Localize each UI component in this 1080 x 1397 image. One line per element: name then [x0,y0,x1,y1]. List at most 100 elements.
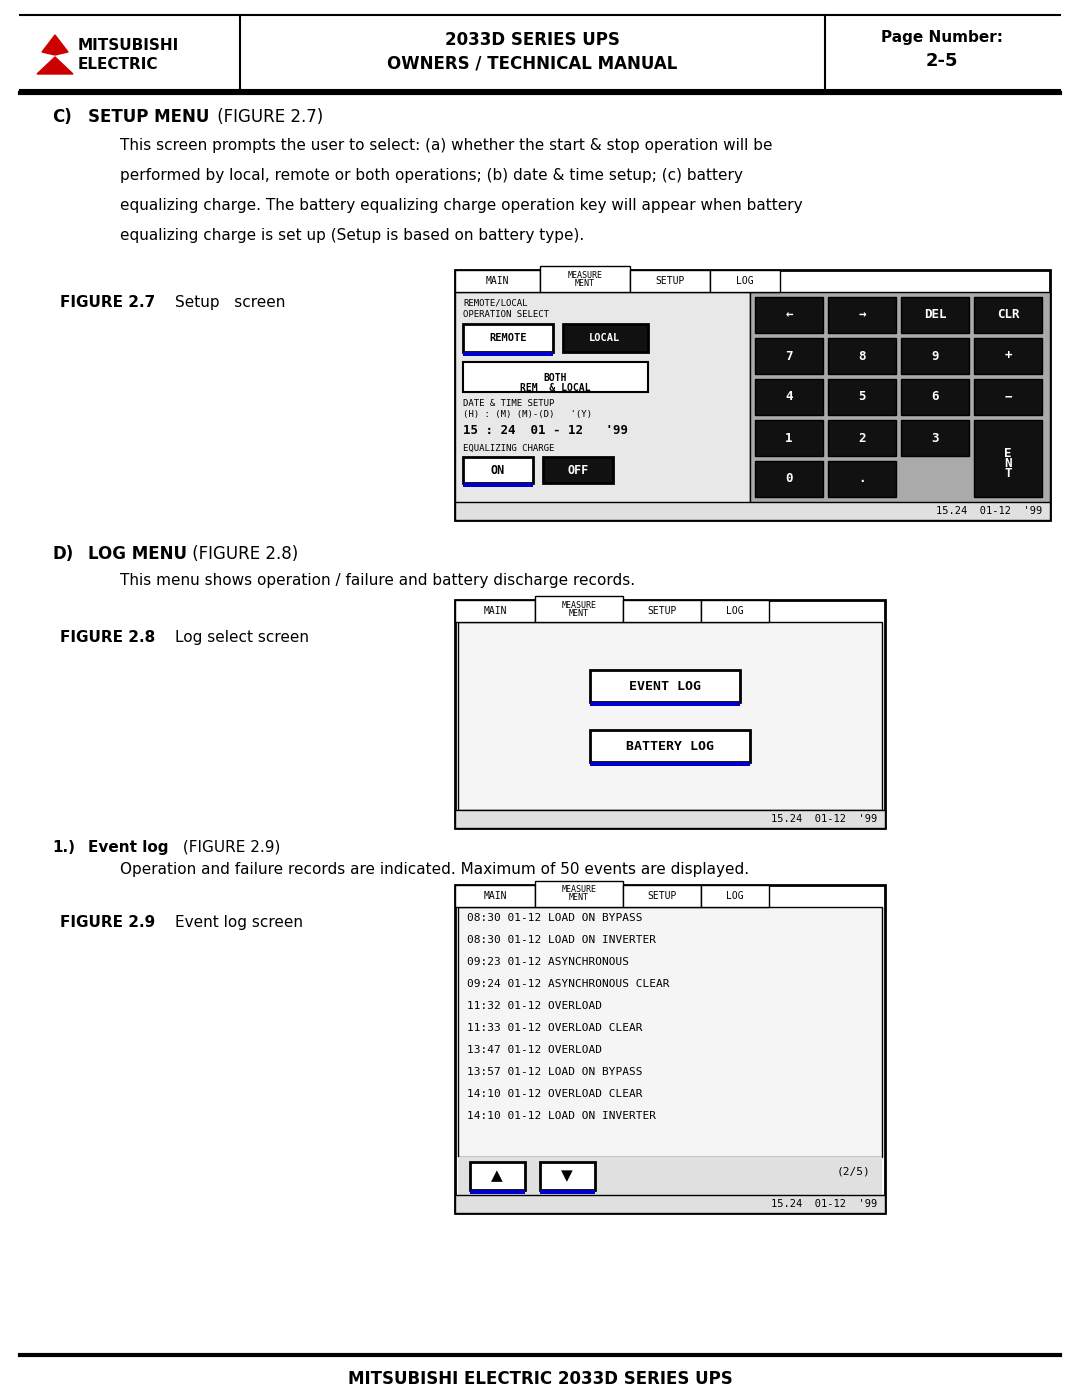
Text: Page Number:: Page Number: [881,29,1003,45]
Bar [974,338,1042,374]
Bar [455,599,535,622]
Text: LOG: LOG [726,606,744,616]
Bar [623,599,701,622]
Bar [455,599,885,828]
Text: ▼: ▼ [562,1168,572,1183]
Text: 4: 4 [785,391,793,404]
Text: ←: ← [785,309,793,321]
Text: (FIGURE 2.7): (FIGURE 2.7) [212,108,323,126]
Text: 09:23 01-12 ASYNCHRONOUS: 09:23 01-12 ASYNCHRONOUS [467,957,629,967]
Text: Event log: Event log [87,840,168,855]
Bar [458,1157,882,1194]
Bar [543,457,613,483]
Text: 14:10 01-12 LOAD ON INVERTER: 14:10 01-12 LOAD ON INVERTER [467,1111,656,1120]
Text: FIGURE 2.9: FIGURE 2.9 [60,915,156,930]
Text: 6: 6 [931,391,939,404]
Bar [974,298,1042,332]
Text: (H) : (M) (M)-(D)   '(Y): (H) : (M) (M)-(D) '(Y) [463,409,592,419]
Bar [828,461,896,497]
Bar [463,457,534,483]
Bar [590,731,750,761]
Bar [901,420,969,455]
Bar [901,298,969,332]
Bar [535,597,623,622]
Text: 15.24  01-12  '99: 15.24 01-12 '99 [771,1199,877,1208]
Text: MAIN: MAIN [483,606,507,616]
Bar [470,1190,525,1194]
Bar [455,292,750,520]
Text: (FIGURE 2.9): (FIGURE 2.9) [178,840,281,855]
Text: 15 : 24  01 - 12   '99: 15 : 24 01 - 12 '99 [463,425,627,437]
Text: 13:47 01-12 OVERLOAD: 13:47 01-12 OVERLOAD [467,1045,602,1055]
Text: −: − [1004,391,1012,404]
Text: MENT: MENT [575,278,595,288]
Text: REMOTE/LOCAL: REMOTE/LOCAL [463,299,527,307]
Text: LOG MENU: LOG MENU [87,545,187,563]
Text: 08:30 01-12 LOAD ON INVERTER: 08:30 01-12 LOAD ON INVERTER [467,935,656,944]
Bar [974,379,1042,415]
Text: 0: 0 [785,472,793,486]
Bar [750,292,1050,520]
Text: D): D) [52,545,73,563]
Bar [540,1162,595,1190]
Bar [828,420,896,455]
Text: DATE & TIME SETUP: DATE & TIME SETUP [463,400,554,408]
Text: performed by local, remote or both operations; (b) date & time setup; (c) batter: performed by local, remote or both opera… [120,168,743,183]
Text: OPERATION SELECT: OPERATION SELECT [463,310,549,319]
Bar [623,886,701,907]
Text: equalizing charge. The battery equalizing charge operation key will appear when : equalizing charge. The battery equalizin… [120,198,802,212]
Bar [455,1194,885,1213]
Text: OWNERS / TECHNICAL MANUAL: OWNERS / TECHNICAL MANUAL [387,54,677,73]
Bar [630,270,710,292]
Bar [755,420,823,455]
Text: 08:30 01-12 LOAD ON BYPASS: 08:30 01-12 LOAD ON BYPASS [467,914,643,923]
Text: FIGURE 2.7: FIGURE 2.7 [60,295,156,310]
Bar [828,298,896,332]
Bar [901,379,969,415]
Bar [455,810,885,828]
Bar [540,265,630,292]
Bar [755,338,823,374]
Text: 14:10 01-12 OVERLOAD CLEAR: 14:10 01-12 OVERLOAD CLEAR [467,1090,643,1099]
Text: equalizing charge is set up (Setup is based on battery type).: equalizing charge is set up (Setup is ba… [120,228,584,243]
Text: EVENT LOG: EVENT LOG [629,679,701,693]
Text: MITSUBISHI: MITSUBISHI [78,38,179,53]
Text: 2: 2 [859,432,866,444]
Text: MENT: MENT [569,609,589,617]
Bar [710,270,780,292]
Text: SETUP: SETUP [656,277,685,286]
Text: 09:24 01-12 ASYNCHRONOUS CLEAR: 09:24 01-12 ASYNCHRONOUS CLEAR [467,979,670,989]
Text: Event log screen: Event log screen [175,915,303,930]
Bar [470,1162,525,1190]
Text: .: . [859,472,866,486]
Polygon shape [42,35,68,54]
Text: This menu shows operation / failure and battery discharge records.: This menu shows operation / failure and … [120,573,635,588]
Bar [463,352,553,356]
Bar [755,379,823,415]
Text: 11:32 01-12 OVERLOAD: 11:32 01-12 OVERLOAD [467,1002,602,1011]
Text: 13:57 01-12 LOAD ON BYPASS: 13:57 01-12 LOAD ON BYPASS [467,1067,643,1077]
Text: +: + [1004,349,1012,362]
Text: 1: 1 [785,432,793,444]
Text: LOG: LOG [726,891,744,901]
Text: REM  & LOCAL: REM & LOCAL [519,383,591,393]
Text: CLR: CLR [997,309,1020,321]
Text: LOG: LOG [737,277,754,286]
Text: MENT: MENT [569,894,589,902]
Text: 5: 5 [859,391,866,404]
Bar [463,362,648,393]
Text: N: N [1004,457,1012,469]
Text: ON: ON [491,464,505,476]
Text: SETUP: SETUP [647,606,677,616]
Text: OFF: OFF [567,464,589,476]
Bar [455,270,540,292]
Polygon shape [37,57,73,74]
Text: FIGURE 2.8: FIGURE 2.8 [60,630,156,645]
Bar [455,886,885,1213]
Text: 1.): 1.) [52,840,75,855]
Text: DEL: DEL [923,309,946,321]
Text: 8: 8 [859,349,866,362]
Bar [535,882,623,907]
Text: →: → [859,309,866,321]
Text: BOTH: BOTH [543,373,567,383]
